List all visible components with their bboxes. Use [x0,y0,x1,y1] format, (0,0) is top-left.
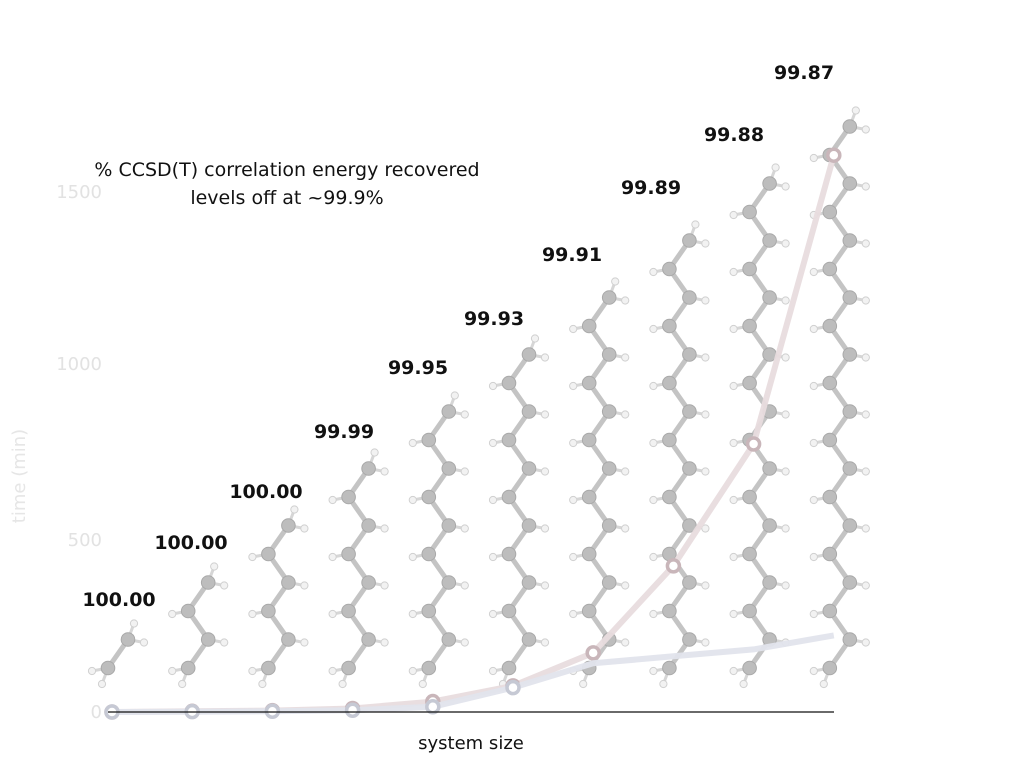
series-1-point [826,147,842,163]
recovery-label: 100.00 [229,481,302,503]
y-tick-label: 0 [91,702,102,723]
y-tick-label: 1500 [56,182,102,203]
molecule-6 [488,334,550,689]
series-1-line [111,154,837,715]
molecule-3 [248,505,309,689]
molecule-8 [649,220,710,689]
series-1-point [745,436,762,452]
recovery-label: 100.00 [82,589,155,611]
series-2-point [264,703,281,720]
molecule-2 [168,562,229,689]
y-tick-labels: 0 500 1000 1500 [56,182,102,723]
series-layer [104,147,842,720]
molecule-illustrations [87,106,870,689]
recovery-label: 99.95 [388,357,448,379]
x-axis-label: system size [418,733,524,754]
series-1-point [585,645,601,661]
recovery-label: 99.89 [621,177,681,199]
molecule-4 [328,448,389,689]
recovery-label: 100.00 [154,532,227,554]
series-2-point [425,699,441,715]
annotation-line-1: % CCSD(T) correlation energy recovered [94,159,479,181]
y-tick-label: 1000 [56,354,102,375]
y-tick-label: 500 [68,530,102,551]
molecule-10 [809,106,870,689]
recovery-label: 99.99 [314,421,374,443]
series-1-point [665,558,682,574]
molecule-5 [408,391,469,689]
recovery-label: 99.88 [704,124,764,146]
recovery-labels: 100.00 100.00 100.00 99.99 99.95 99.93 99.91 99… [82,62,834,611]
molecule-7 [569,277,630,689]
series-2-line [111,632,835,715]
recovery-label: 99.93 [464,308,524,330]
recovery-label: 99.87 [774,62,834,84]
molecule-9 [729,163,790,689]
molecule-1 [87,619,149,689]
series-2-point [344,702,361,719]
series-2-point [505,679,521,696]
y-axis-label: time (min) [9,429,30,523]
recovery-label: 99.91 [542,244,602,266]
annotation-line-2: levels off at ~99.9% [190,187,383,209]
